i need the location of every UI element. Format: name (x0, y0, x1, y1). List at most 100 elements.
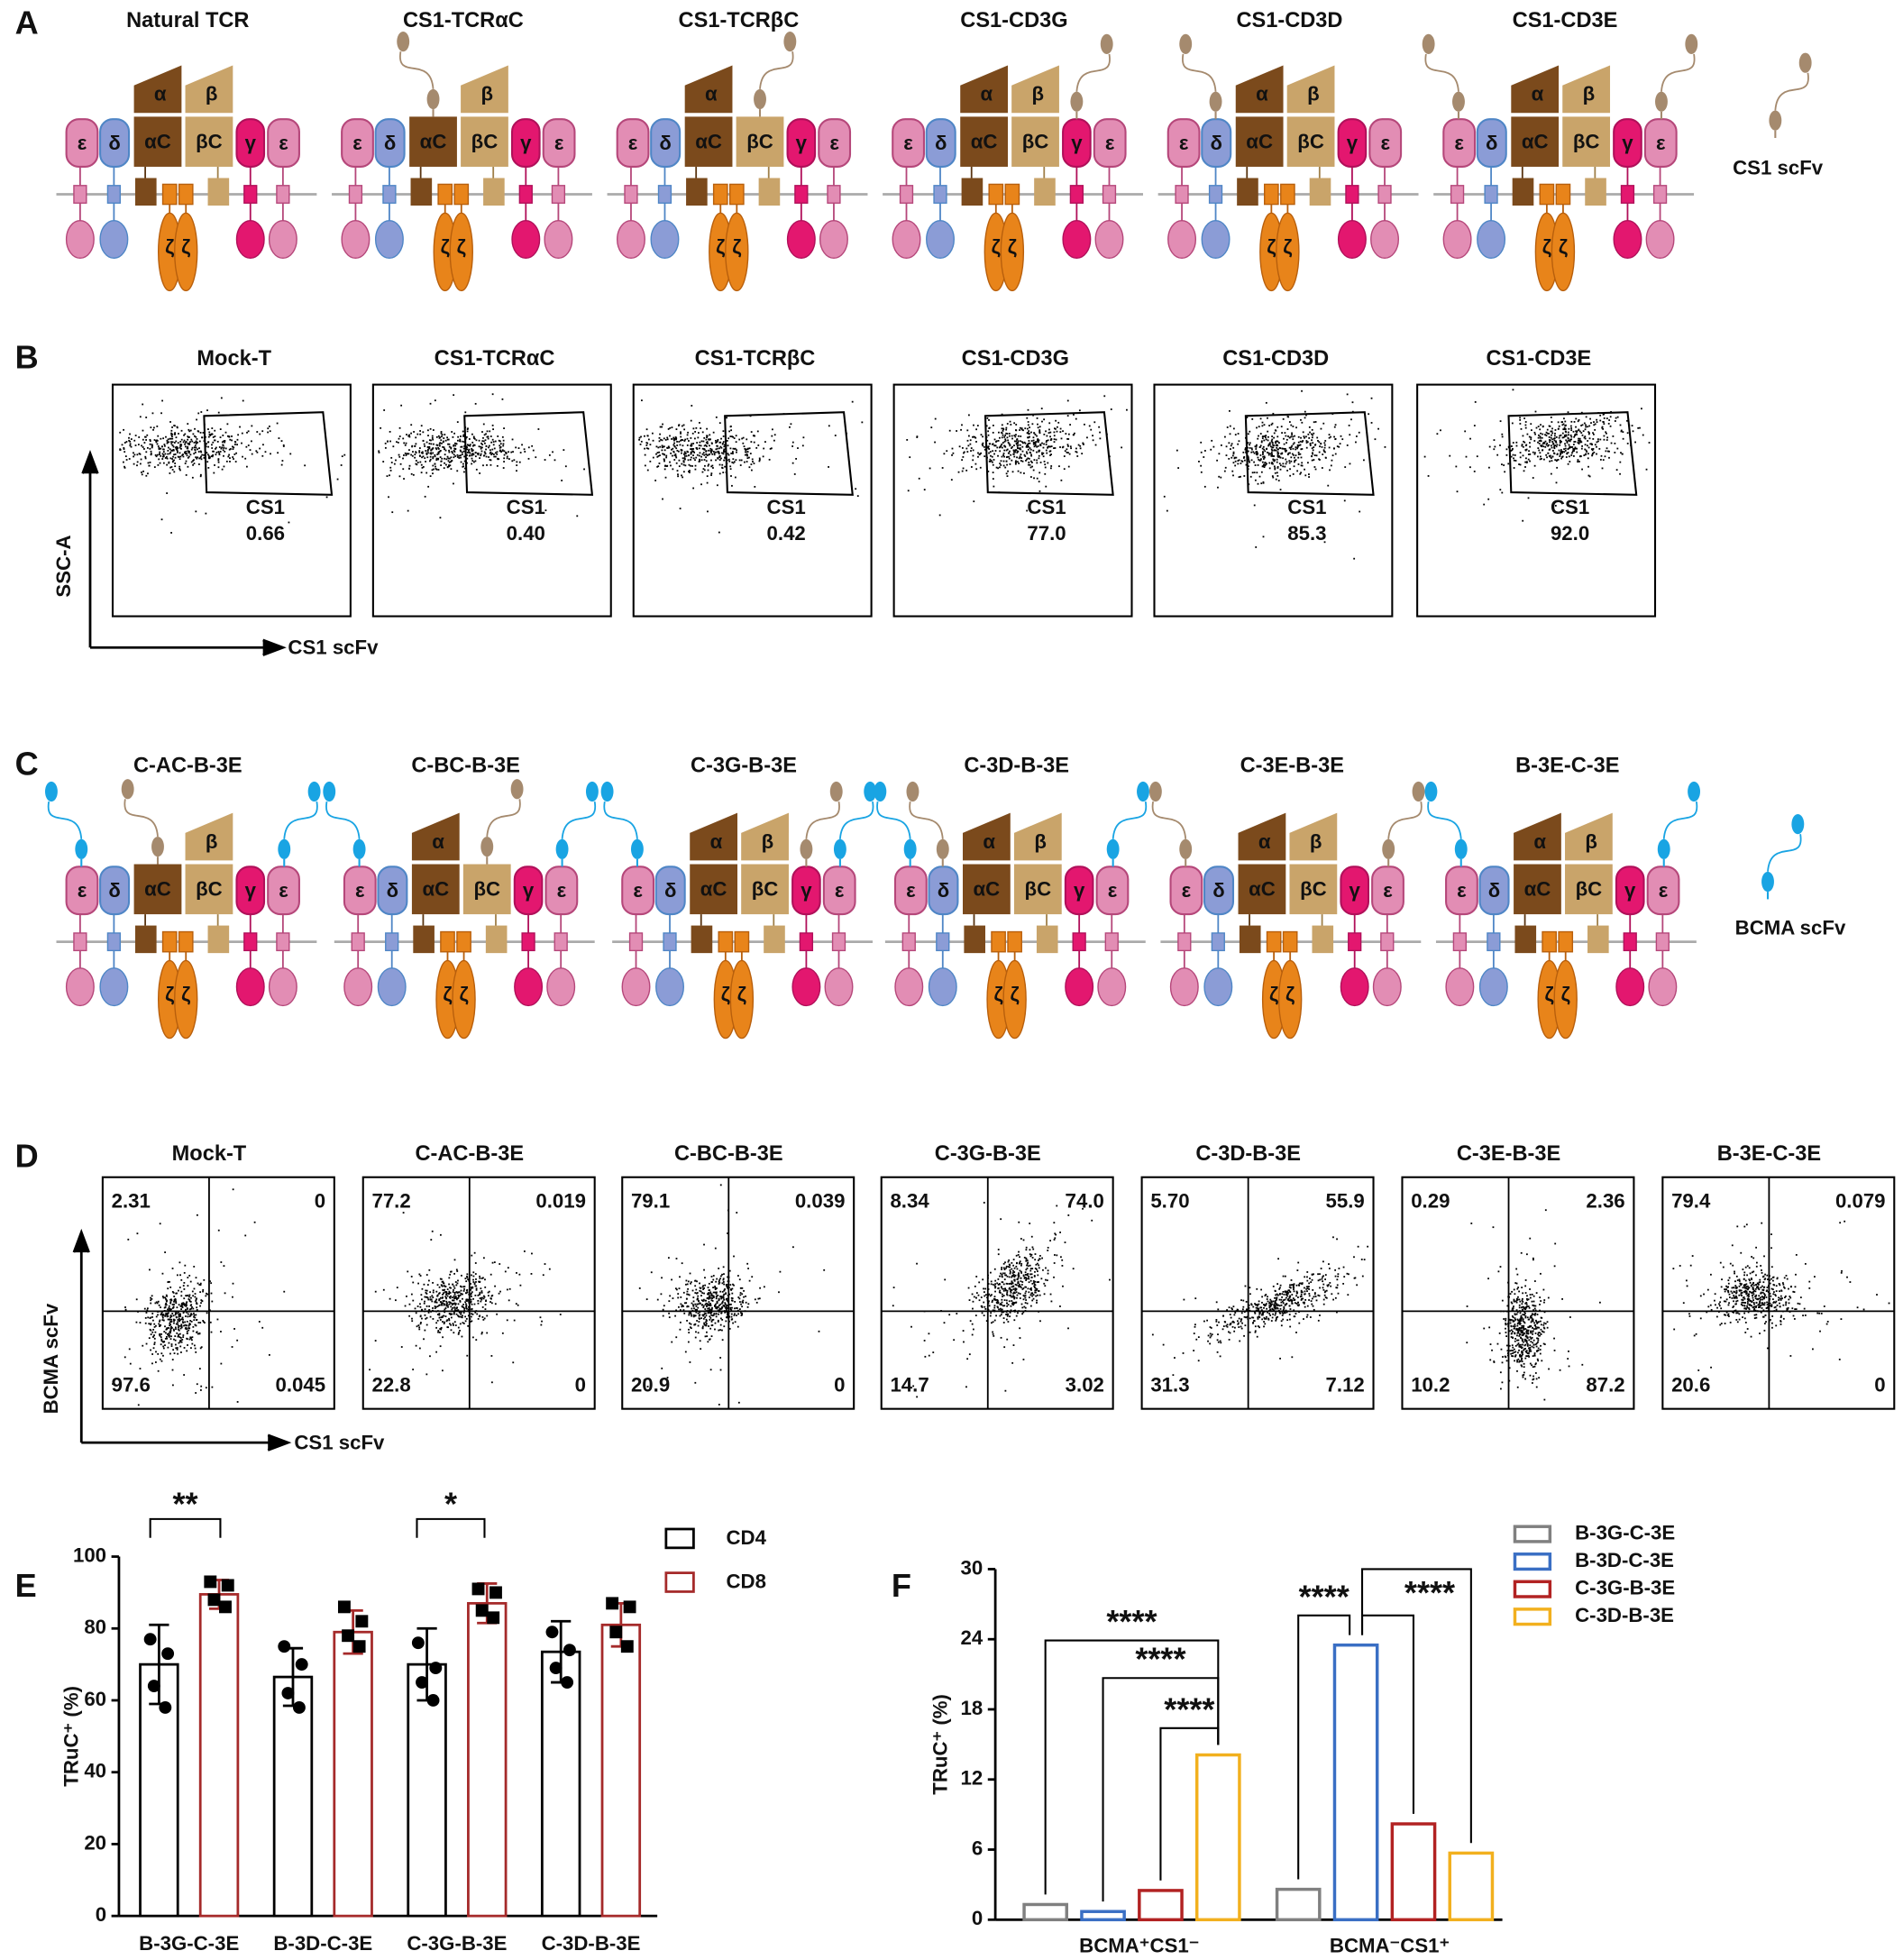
event-dot (471, 447, 473, 450)
event-dot (147, 472, 149, 475)
event-dot (185, 474, 188, 476)
event-dot (435, 459, 438, 462)
event-dot (462, 1322, 464, 1324)
event-dot (1529, 442, 1531, 444)
event-dot (1263, 439, 1266, 442)
event-dot (539, 1316, 542, 1319)
event-dot (425, 1305, 428, 1307)
event-dot (1519, 417, 1521, 419)
event-dot (1254, 464, 1257, 466)
event-dot (188, 1338, 191, 1341)
event-dot (161, 1341, 164, 1343)
event-dot (674, 1314, 676, 1317)
event-dot (718, 453, 720, 455)
event-dot (1012, 449, 1015, 452)
event-dot (164, 457, 167, 459)
event-dot (415, 443, 417, 445)
event-dot (484, 1308, 487, 1310)
event-dot (1038, 429, 1041, 432)
event-dot (1626, 443, 1629, 444)
event-dot (1606, 450, 1609, 453)
event-dot (698, 432, 700, 434)
event-dot (160, 454, 162, 457)
tm-domain (764, 925, 785, 954)
event-dot (1553, 447, 1556, 450)
event-dot (406, 434, 407, 435)
event-dot (442, 1285, 444, 1287)
event-dot (1086, 436, 1088, 439)
event-dot (728, 430, 731, 433)
event-dot (189, 429, 192, 432)
event-dot (422, 455, 425, 458)
event-dot (1514, 460, 1517, 462)
event-dot (378, 452, 380, 453)
event-dot (251, 440, 252, 443)
event-dot (701, 447, 704, 450)
event-dot (184, 1323, 187, 1326)
event-dot (157, 445, 160, 447)
tm-domain (933, 185, 947, 204)
event-dot (198, 1284, 201, 1286)
event-dot (168, 1307, 170, 1309)
event-dot (245, 445, 248, 448)
event-dot (1597, 438, 1599, 441)
event-dot (180, 1290, 183, 1293)
event-dot (448, 443, 451, 445)
event-dot (1044, 463, 1047, 466)
event-dot (669, 435, 671, 437)
event-dot (444, 453, 446, 456)
event-dot (177, 1326, 179, 1329)
event-dot (719, 1275, 722, 1278)
event-dot (576, 515, 579, 517)
event-dot (1008, 457, 1011, 460)
event-dot (1248, 458, 1249, 461)
event-dot (1010, 424, 1012, 426)
event-dot (1530, 436, 1532, 439)
event-dot (1574, 447, 1577, 450)
event-dot (686, 1283, 689, 1286)
event-dot (209, 435, 212, 436)
event-dot (1066, 448, 1068, 451)
event-dot (211, 1300, 214, 1303)
cyto-domain (1478, 967, 1508, 1007)
event-dot (1614, 442, 1616, 444)
event-dot (992, 478, 994, 481)
event-dot (453, 1306, 456, 1309)
event-dot (1011, 459, 1013, 462)
event-dot (473, 1283, 476, 1286)
tm-domain (1377, 185, 1392, 204)
event-dot (151, 1353, 154, 1355)
event-dot (146, 1307, 149, 1310)
cd3-gamma (235, 866, 266, 916)
event-dot (1544, 440, 1547, 443)
event-dot (1537, 426, 1540, 427)
event-dot (1275, 478, 1277, 481)
event-dot (443, 446, 445, 449)
event-dot (1053, 441, 1056, 444)
event-dot (1264, 450, 1267, 453)
event-dot (709, 1292, 712, 1295)
subunit-label: β (1034, 830, 1047, 853)
scfv-linker (1774, 72, 1809, 111)
tcr-alpha-c (684, 116, 733, 167)
event-dot (709, 450, 712, 452)
event-dot (389, 474, 390, 477)
event-dot (170, 429, 173, 432)
event-dot (1592, 448, 1595, 450)
event-dot (727, 1313, 728, 1315)
event-dot (687, 1293, 690, 1296)
cyto-domain (235, 219, 265, 260)
event-dot (166, 441, 169, 444)
event-dot (193, 1344, 196, 1347)
event-dot (167, 1334, 169, 1337)
event-dot (700, 1290, 702, 1293)
event-dot (1549, 441, 1551, 444)
event-dot (1308, 473, 1310, 475)
event-dot (1284, 447, 1286, 450)
event-dot (438, 1299, 441, 1302)
tm-domain (1620, 185, 1635, 204)
event-dot (1248, 460, 1250, 462)
event-dot (1055, 438, 1057, 441)
event-dot (439, 436, 442, 439)
event-dot (479, 1275, 480, 1278)
